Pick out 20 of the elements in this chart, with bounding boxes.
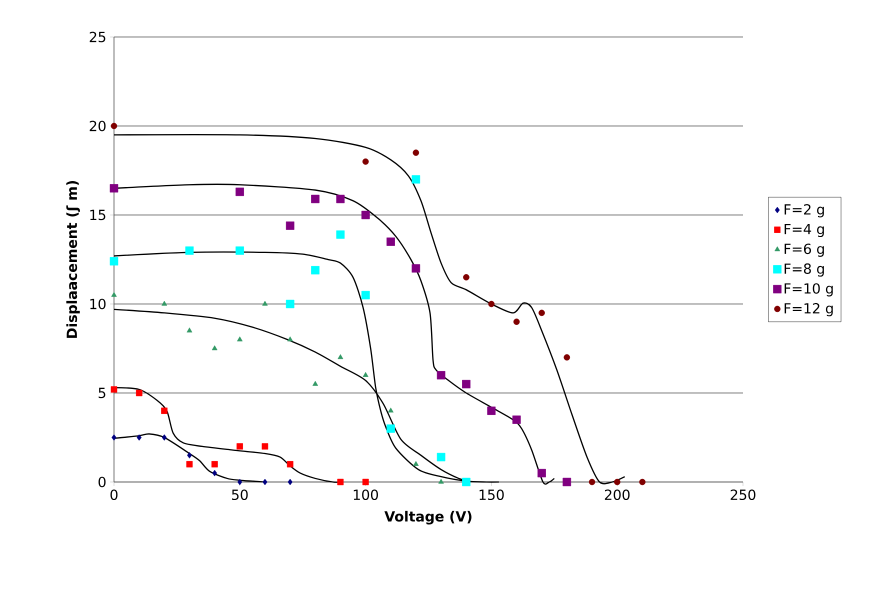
- x-tick-label: 150: [480, 490, 504, 500]
- y-tick-label: 0: [98, 476, 106, 488]
- x-tick-label: 0: [110, 490, 118, 500]
- y-tick-label: 5: [98, 388, 106, 398]
- legend-label: F=10 g: [784, 283, 833, 296]
- x-axis-title: Voltage (V): [384, 510, 472, 524]
- y-tick-label: 20: [90, 120, 106, 132]
- x-tick-label: 200: [604, 490, 630, 500]
- y-tick-label: 25: [90, 32, 106, 42]
- y-axis-title: Displaacement (ʃ m): [66, 181, 80, 338]
- x-tick-label: 100: [354, 490, 378, 500]
- x-tick-label: 250: [730, 490, 756, 500]
- y-tick-label: 10: [90, 298, 106, 310]
- legend-label: F=6 g: [784, 244, 824, 257]
- y-tick-label: 15: [90, 210, 106, 220]
- legend-label: F=12 g: [784, 303, 833, 316]
- legend-label: F=4 g: [784, 224, 824, 238]
- x-tick-label: 50: [232, 490, 248, 500]
- legend-label: F=8 g: [784, 263, 824, 277]
- legend-label: F=2 g: [784, 204, 824, 218]
